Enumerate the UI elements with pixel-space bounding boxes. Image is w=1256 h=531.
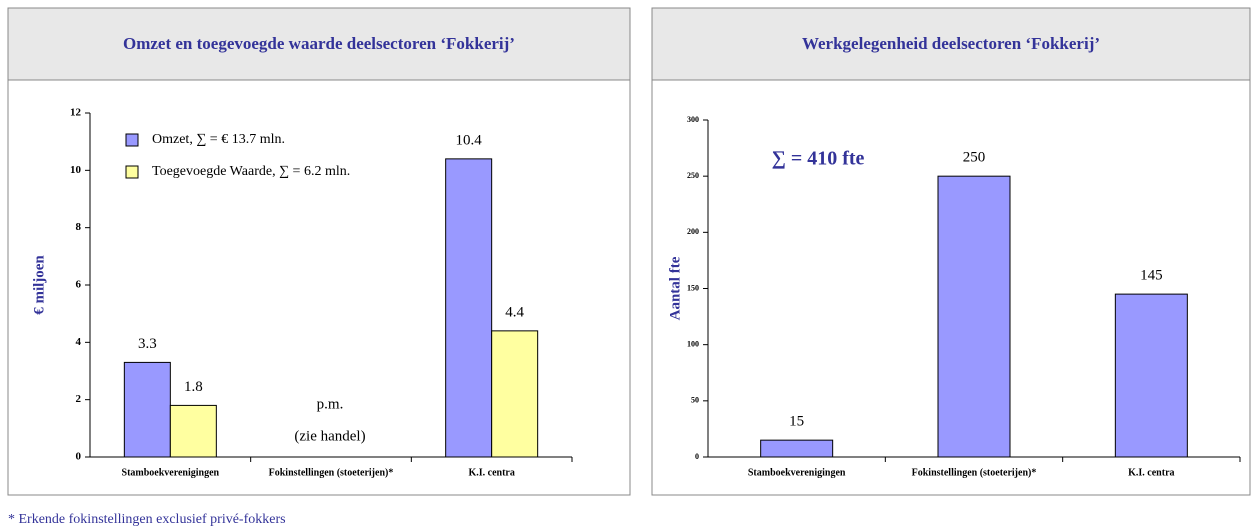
bar xyxy=(169,404,217,458)
x-tick-label: Stamboekverenigingen xyxy=(748,467,846,478)
y-tick-label: 12 xyxy=(70,107,82,119)
y-tick-label: 2 xyxy=(76,393,82,405)
y-tick-label: 4 xyxy=(76,336,82,348)
annotation: ∑ = 410 fte xyxy=(772,148,865,170)
data-label: 4.4 xyxy=(505,304,524,320)
data-label: 1.8 xyxy=(184,379,203,395)
bar xyxy=(123,361,171,458)
y-axis-label: Aantal fte xyxy=(667,256,683,320)
bar xyxy=(760,439,834,458)
panel-header xyxy=(7,7,631,81)
data-label: 3.3 xyxy=(138,336,157,352)
annotation: (zie handel) xyxy=(294,428,365,444)
annotation: p.m. xyxy=(317,396,344,412)
chart-title: Omzet en toegevoegde waarde deelsectoren… xyxy=(123,34,515,53)
chart-title: Werkgelegenheid deelsectoren ‘Fokkerij’ xyxy=(802,34,1100,53)
data-label: 10.4 xyxy=(456,132,483,148)
bar xyxy=(937,175,1011,458)
data-label: 15 xyxy=(789,414,804,430)
x-tick-label: Stamboekverenigingen xyxy=(122,467,220,478)
y-tick-label: 50 xyxy=(691,396,699,405)
footnote: * Erkende fokinstellingen exclusief priv… xyxy=(8,512,286,527)
legend-label: Toegevoegde Waarde, ∑ = 6.2 mln. xyxy=(152,164,350,179)
y-tick-label: 300 xyxy=(687,115,699,124)
y-tick-label: 250 xyxy=(687,171,699,180)
y-axis-label: € miljoen xyxy=(31,255,47,315)
y-tick-label: 0 xyxy=(76,451,82,463)
y-tick-label: 0 xyxy=(695,452,699,461)
y-tick-label: 10 xyxy=(70,164,82,176)
y-tick-label: 100 xyxy=(687,339,699,348)
bar xyxy=(491,330,539,458)
x-tick-label: Fokinstellingen (stoeterijen)* xyxy=(912,467,1037,478)
data-label: 145 xyxy=(1140,268,1163,284)
x-tick-label: K.I. centra xyxy=(468,467,514,478)
legend-label: Omzet, ∑ = € 13.7 mln. xyxy=(152,132,285,147)
data-label: 250 xyxy=(963,150,986,166)
y-tick-label: 8 xyxy=(76,221,82,233)
y-tick-label: 6 xyxy=(76,279,82,291)
x-tick-label: Fokinstellingen (stoeterijen)* xyxy=(269,467,394,478)
panel-header xyxy=(651,7,1251,81)
bar xyxy=(1114,293,1188,458)
x-tick-label: K.I. centra xyxy=(1128,467,1174,478)
bar xyxy=(445,158,493,458)
legend-swatch xyxy=(125,165,139,179)
legend-swatch xyxy=(125,133,139,147)
y-tick-label: 150 xyxy=(687,283,699,292)
y-tick-label: 200 xyxy=(687,227,699,236)
